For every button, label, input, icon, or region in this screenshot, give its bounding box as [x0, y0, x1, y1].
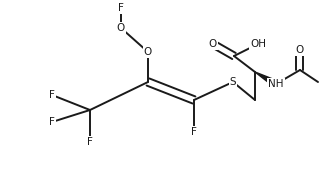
- Text: O: O: [209, 39, 217, 49]
- Text: OH: OH: [250, 39, 266, 49]
- Text: S: S: [230, 77, 236, 87]
- Polygon shape: [255, 72, 278, 87]
- Text: NH: NH: [268, 79, 284, 89]
- Text: F: F: [118, 3, 124, 13]
- Text: F: F: [49, 117, 55, 127]
- Text: F: F: [49, 90, 55, 100]
- Text: O: O: [117, 23, 125, 33]
- Text: F: F: [191, 127, 197, 137]
- Text: O: O: [296, 45, 304, 55]
- Text: F: F: [87, 137, 93, 147]
- Text: O: O: [144, 47, 152, 57]
